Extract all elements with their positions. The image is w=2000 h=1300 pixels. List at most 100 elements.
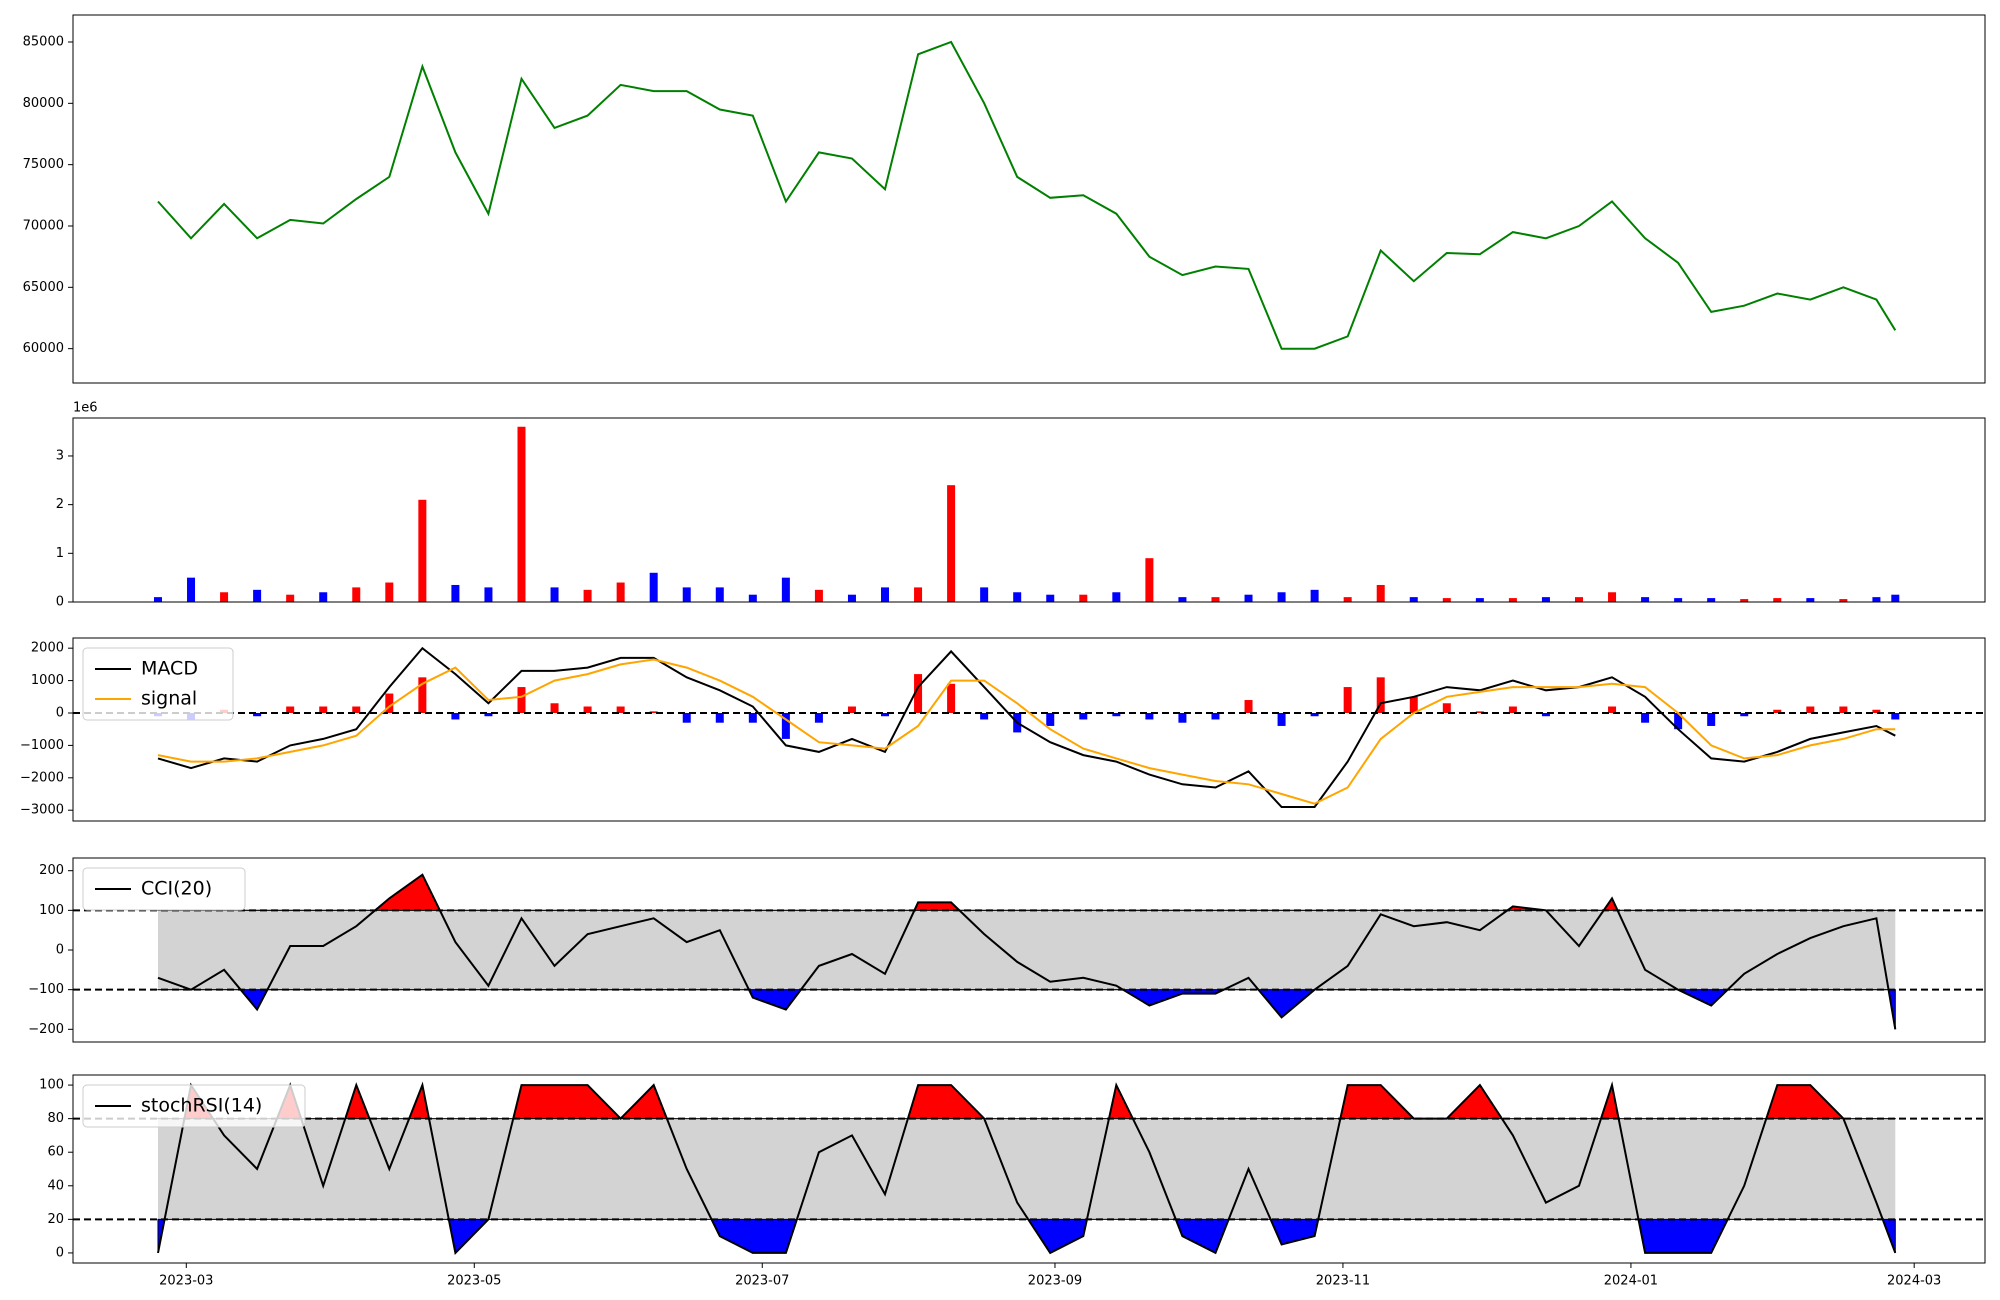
volume-bar [1310, 589, 1319, 602]
histogram-bar [649, 711, 658, 713]
histogram-bar [385, 693, 394, 713]
y-tick-label: 0 [56, 595, 64, 610]
volume-bar [715, 587, 724, 602]
volume-bar [286, 594, 295, 602]
panel: 60000 65000 70000 75000 80000 85000 [23, 14, 1986, 384]
panel-frame [72, 1074, 1986, 1264]
histogram-bar [418, 677, 427, 713]
volume-bar [1013, 592, 1022, 602]
histogram-bar [1608, 706, 1617, 713]
volume-bar [781, 577, 790, 602]
histogram-bar [550, 703, 559, 713]
y-tick-label: −2000 [20, 770, 64, 785]
x-tick-label: 2023-03 [159, 1274, 213, 1289]
volume-bar [1541, 597, 1550, 602]
neutral-band [157, 1118, 1896, 1220]
histogram-bar [1112, 712, 1121, 717]
panel-frame [72, 14, 1986, 384]
oversold-fill [157, 989, 1896, 1030]
volume-bar [1608, 592, 1617, 602]
legend: stochRSI(14) [82, 1084, 306, 1128]
legend-label: stochRSI(14) [141, 1095, 262, 1117]
volume-bar [1343, 597, 1352, 602]
series-line [157, 873, 1897, 1030]
y-tick-label: −200 [28, 1022, 64, 1037]
x-tick-label: 2024-03 [1887, 1274, 1941, 1289]
volume-bar [1046, 594, 1055, 602]
histogram-bar [1508, 706, 1517, 713]
histogram-bar [319, 706, 328, 713]
histogram-bar [1376, 677, 1385, 713]
oversold-fill [157, 1218, 1896, 1254]
y-tick-label: 2 [56, 497, 64, 512]
plot-area [73, 873, 1985, 1030]
volume-bar [517, 426, 526, 602]
panel-frame [72, 417, 1986, 603]
volume-bar [1178, 597, 1187, 602]
volume-bar [1674, 598, 1683, 602]
panel-frame [72, 637, 1986, 822]
volume-bar [220, 592, 229, 602]
histogram-bar [781, 712, 790, 739]
volume-bar [385, 582, 394, 602]
y-tick-label: 2000 [31, 641, 64, 656]
histogram-bar [881, 712, 890, 717]
volume-bar [1277, 592, 1286, 602]
x-tick-label: 2023-05 [447, 1274, 501, 1289]
histogram-bar [715, 712, 724, 723]
histogram-bar [1641, 712, 1650, 723]
histogram-bar [1343, 687, 1352, 713]
volume-bar [253, 589, 262, 602]
series-line [157, 40, 1897, 350]
histogram-bar [484, 712, 493, 717]
histogram-bar [451, 712, 460, 720]
volume-bar [649, 572, 658, 602]
histogram-bar [682, 712, 691, 723]
volume-bar [1442, 598, 1451, 602]
histogram-bar [286, 706, 295, 713]
volume-bar [1740, 599, 1749, 602]
y-tick-label: 1 [56, 546, 64, 561]
y-tick-label: 200 [39, 863, 64, 878]
legend-box [82, 647, 234, 721]
volume-bar [153, 597, 162, 602]
histogram-bar [1244, 700, 1253, 713]
y-tick-label: 80000 [23, 96, 64, 111]
volume-bar [1839, 599, 1848, 602]
histogram-bar [1442, 703, 1451, 713]
histogram-bar [847, 706, 856, 713]
y-tick-label: −100 [28, 982, 64, 997]
histogram-bar [748, 712, 757, 723]
y-tick-label: 70000 [23, 218, 64, 233]
y-tick-label: 60000 [23, 341, 64, 356]
volume-bar [814, 589, 823, 602]
legend: CCI(20) [82, 867, 246, 911]
histogram-bar [583, 706, 592, 713]
volume-bar [1707, 598, 1716, 602]
y-tick-label: 65000 [23, 280, 64, 295]
panel: CCI(20) −200 −100 0 100 200 [28, 857, 1986, 1043]
volume-bar [748, 594, 757, 602]
histogram-bar [1079, 712, 1088, 720]
histogram-bar [1178, 712, 1187, 723]
legend-box [82, 867, 246, 911]
volume-bar [616, 582, 625, 602]
volume-bar [451, 584, 460, 602]
x-tick-label: 2023-11 [1316, 1274, 1370, 1289]
histogram-bar [1475, 711, 1484, 713]
y-tick-label: 75000 [23, 157, 64, 172]
volume-bar [319, 592, 328, 602]
volume-bar [187, 577, 196, 602]
y-tick-label: 0 [56, 943, 64, 958]
plot-area [73, 1081, 1985, 1255]
x-tick-label: 2023-07 [735, 1274, 789, 1289]
histogram-bar [980, 712, 989, 720]
histogram-bar [814, 712, 823, 723]
histogram-bar [616, 706, 625, 713]
y-tick-label: 0 [56, 1245, 64, 1260]
histogram-bar [1409, 696, 1418, 713]
y-tick-label: 80 [47, 1111, 64, 1126]
legend: MACD signal [82, 647, 234, 721]
panel-frame [72, 857, 1986, 1043]
